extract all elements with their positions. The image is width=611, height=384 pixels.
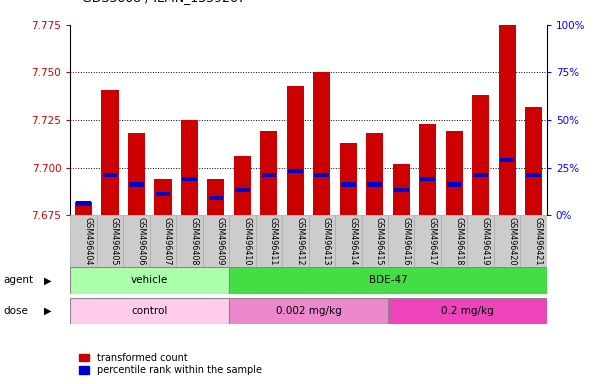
Bar: [313, 73, 331, 215]
Text: control: control: [131, 306, 168, 316]
Bar: [315, 173, 329, 177]
Bar: [208, 196, 223, 200]
Bar: [362, 215, 388, 267]
Bar: [309, 215, 335, 267]
Text: GSM496409: GSM496409: [216, 217, 225, 265]
Bar: [441, 215, 467, 267]
Bar: [70, 267, 229, 294]
Text: GSM496416: GSM496416: [401, 217, 410, 265]
Bar: [128, 133, 145, 215]
Bar: [526, 173, 541, 177]
Text: GSM496414: GSM496414: [348, 217, 357, 265]
Bar: [288, 169, 302, 173]
Text: GSM496421: GSM496421: [533, 217, 543, 265]
Bar: [420, 177, 435, 181]
Bar: [282, 215, 309, 267]
Bar: [287, 86, 304, 215]
Bar: [203, 215, 229, 267]
Text: GSM496418: GSM496418: [454, 217, 463, 265]
Text: ▶: ▶: [44, 306, 51, 316]
Bar: [103, 173, 117, 177]
Text: GSM496412: GSM496412: [295, 217, 304, 265]
Bar: [474, 173, 488, 177]
Bar: [467, 215, 494, 267]
Bar: [500, 158, 514, 162]
Bar: [521, 215, 547, 267]
Text: dose: dose: [3, 306, 28, 316]
Bar: [70, 215, 97, 267]
Text: 0.2 mg/kg: 0.2 mg/kg: [441, 306, 494, 316]
Bar: [234, 156, 251, 215]
Bar: [70, 298, 229, 324]
Bar: [388, 298, 547, 324]
Text: GSM496415: GSM496415: [375, 217, 384, 265]
Bar: [255, 215, 282, 267]
Bar: [499, 8, 516, 215]
Text: GSM496417: GSM496417: [428, 217, 437, 265]
Text: GSM496407: GSM496407: [163, 217, 172, 265]
Bar: [176, 215, 203, 267]
Text: GSM496413: GSM496413: [322, 217, 331, 265]
Text: 0.002 mg/kg: 0.002 mg/kg: [276, 306, 342, 316]
Text: agent: agent: [3, 275, 33, 285]
Bar: [340, 143, 357, 215]
Text: ▶: ▶: [44, 275, 51, 285]
Bar: [335, 215, 362, 267]
Bar: [366, 133, 383, 215]
Text: GSM496408: GSM496408: [189, 217, 199, 265]
Text: GSM496411: GSM496411: [269, 217, 278, 265]
Bar: [494, 215, 521, 267]
Bar: [447, 182, 461, 187]
Bar: [182, 177, 197, 181]
Text: GSM496404: GSM496404: [84, 217, 92, 265]
Bar: [393, 164, 410, 215]
Bar: [76, 201, 91, 205]
Text: GSM496406: GSM496406: [136, 217, 145, 265]
Text: GDS3608 / ILMN_1359267: GDS3608 / ILMN_1359267: [82, 0, 246, 4]
Bar: [235, 188, 250, 192]
Text: GSM496419: GSM496419: [481, 217, 489, 265]
Bar: [472, 95, 489, 215]
Bar: [181, 120, 198, 215]
Bar: [229, 267, 547, 294]
Bar: [150, 215, 176, 267]
Bar: [367, 182, 382, 187]
Text: GSM496410: GSM496410: [243, 217, 251, 265]
Text: GSM496420: GSM496420: [507, 217, 516, 265]
Bar: [123, 215, 150, 267]
Bar: [525, 107, 542, 215]
Bar: [445, 131, 463, 215]
Bar: [155, 179, 172, 215]
Bar: [341, 182, 356, 187]
Text: vehicle: vehicle: [131, 275, 168, 285]
Bar: [388, 215, 414, 267]
Bar: [229, 298, 388, 324]
Bar: [207, 179, 224, 215]
Bar: [419, 124, 436, 215]
Bar: [129, 182, 144, 187]
Bar: [414, 215, 441, 267]
Bar: [260, 131, 277, 215]
Bar: [262, 173, 276, 177]
Bar: [156, 192, 170, 196]
Bar: [394, 188, 409, 192]
Bar: [229, 215, 255, 267]
Legend: transformed count, percentile rank within the sample: transformed count, percentile rank withi…: [75, 349, 265, 379]
Bar: [101, 89, 119, 215]
Text: GSM496405: GSM496405: [110, 217, 119, 265]
Bar: [97, 215, 123, 267]
Bar: [75, 202, 92, 215]
Text: BDE-47: BDE-47: [368, 275, 408, 285]
